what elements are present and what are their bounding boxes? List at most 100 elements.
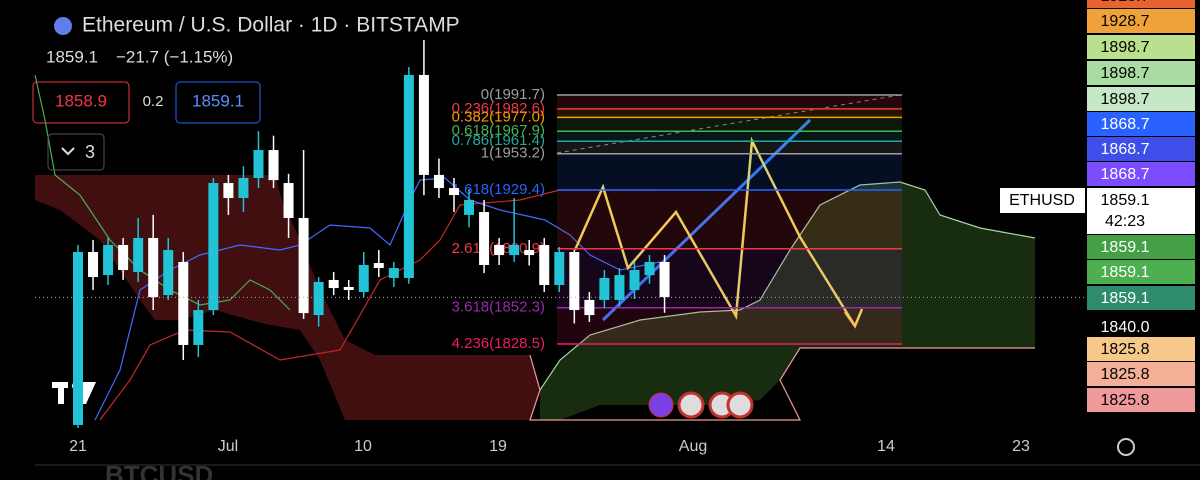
fib-label: 1.618(1929.4) [452,181,545,198]
settings-icon[interactable] [1117,438,1135,456]
span-a [539,181,1036,391]
x-tick-label: Aug [679,438,707,455]
span-b [529,347,1035,421]
candle-body [554,252,565,285]
candle-body [193,310,204,345]
candle-body [178,261,189,345]
price-tag [1087,315,1195,339]
arrow-head [843,308,864,329]
cloud-green [540,182,1035,420]
chevron [61,147,75,156]
fib-label: 0.618(1967.9) [452,122,545,139]
candle-body [509,244,520,256]
fib-label: 1(1953.2) [481,145,545,162]
icon [677,391,705,419]
candle-body [449,188,459,196]
price-tag-text: 1868.7 [1101,141,1150,158]
price-tag-text: 1898.7 [1101,65,1150,82]
price-tag [1087,61,1195,85]
candle-body [539,244,550,285]
price-tag-text: 1928.7 [1101,0,1150,5]
fib-band [557,131,902,142]
x-tick-label: 10 [354,438,372,455]
x-tick-label: Jul [218,438,238,455]
candle-body [433,174,444,189]
candle-body [133,237,144,273]
fib-band [557,117,902,132]
price-tag [1087,137,1195,161]
candle-body [494,244,505,256]
candle-body [268,150,279,181]
indicator-toggle[interactable] [47,133,105,171]
candle-body [328,279,339,289]
icon [726,391,754,419]
candle-body [73,252,83,425]
price-tag [1087,286,1195,310]
candle-body [599,277,610,300]
price-tag [1087,388,1195,412]
x-tick-label: 19 [489,438,507,455]
candle-body [479,212,490,265]
symbol-tag [1000,188,1085,213]
price-tag-text: 1868.7 [1101,166,1150,183]
price-tag-text: 1825.8 [1101,392,1150,409]
ask-box[interactable] [175,81,261,124]
price-tag-text: 1868.7 [1101,116,1150,133]
price-tag [1087,9,1195,33]
price-tag [1087,35,1195,59]
candle-body [298,217,309,314]
x-tick-label: 21 [69,438,87,455]
price-current-tag [1087,188,1195,234]
price-tag-text: 1859.1 [1101,239,1150,256]
candle-body [629,270,640,291]
candle-body [163,250,174,296]
change: −21.7 (−1.15%) [116,47,233,66]
candle-body [313,281,324,316]
candle-body [524,250,535,256]
price-tag [1087,0,1195,8]
candle-body [584,299,595,316]
x-tick-label: 23 [1012,438,1030,455]
candle-body [358,264,369,293]
candle-body [373,263,384,269]
price-tag [1087,260,1195,284]
icon [648,392,674,418]
coin-icon [54,17,72,35]
symbol-text: ETHUSD [1009,192,1075,209]
projection [573,136,857,327]
bid-box[interactable] [32,81,130,124]
bid: 1858.9 [55,91,107,110]
candle-body [223,183,234,198]
x-tick-label: 14 [877,438,895,455]
candle-body [343,286,354,291]
fib-band [557,190,902,249]
candle-body [403,74,414,278]
fib-label: 4.236(1828.5) [452,335,545,352]
fib-label: 0(1991.7) [481,86,545,103]
ask: 1859.1 [192,91,244,110]
candle-body [283,183,294,218]
fib-band [557,141,902,154]
title: Ethereum / U.S. Dollar · 1D · BITSTAMP [82,14,460,37]
price-tag-text: 1898.7 [1101,39,1150,56]
fib-label: 3.618(1852.3) [452,299,545,316]
candle-body [659,261,670,298]
fib-band [557,108,902,118]
spread: 0.2 [143,93,164,110]
fib-band [557,94,902,109]
candle-body [148,237,159,298]
price-tag [1087,112,1195,136]
next-pane: BTCUSD [105,460,213,480]
countdown-text: 42:23 [1105,213,1145,230]
candle-body [388,268,399,278]
candle-body [614,275,625,300]
fib-band [557,153,902,191]
candle-body [418,74,429,175]
candle-body [644,261,655,276]
price: 1859.1 [46,47,98,66]
base-line [99,189,660,421]
fib-label: 0.786(1961.4) [452,132,545,149]
candle-body [88,252,99,278]
